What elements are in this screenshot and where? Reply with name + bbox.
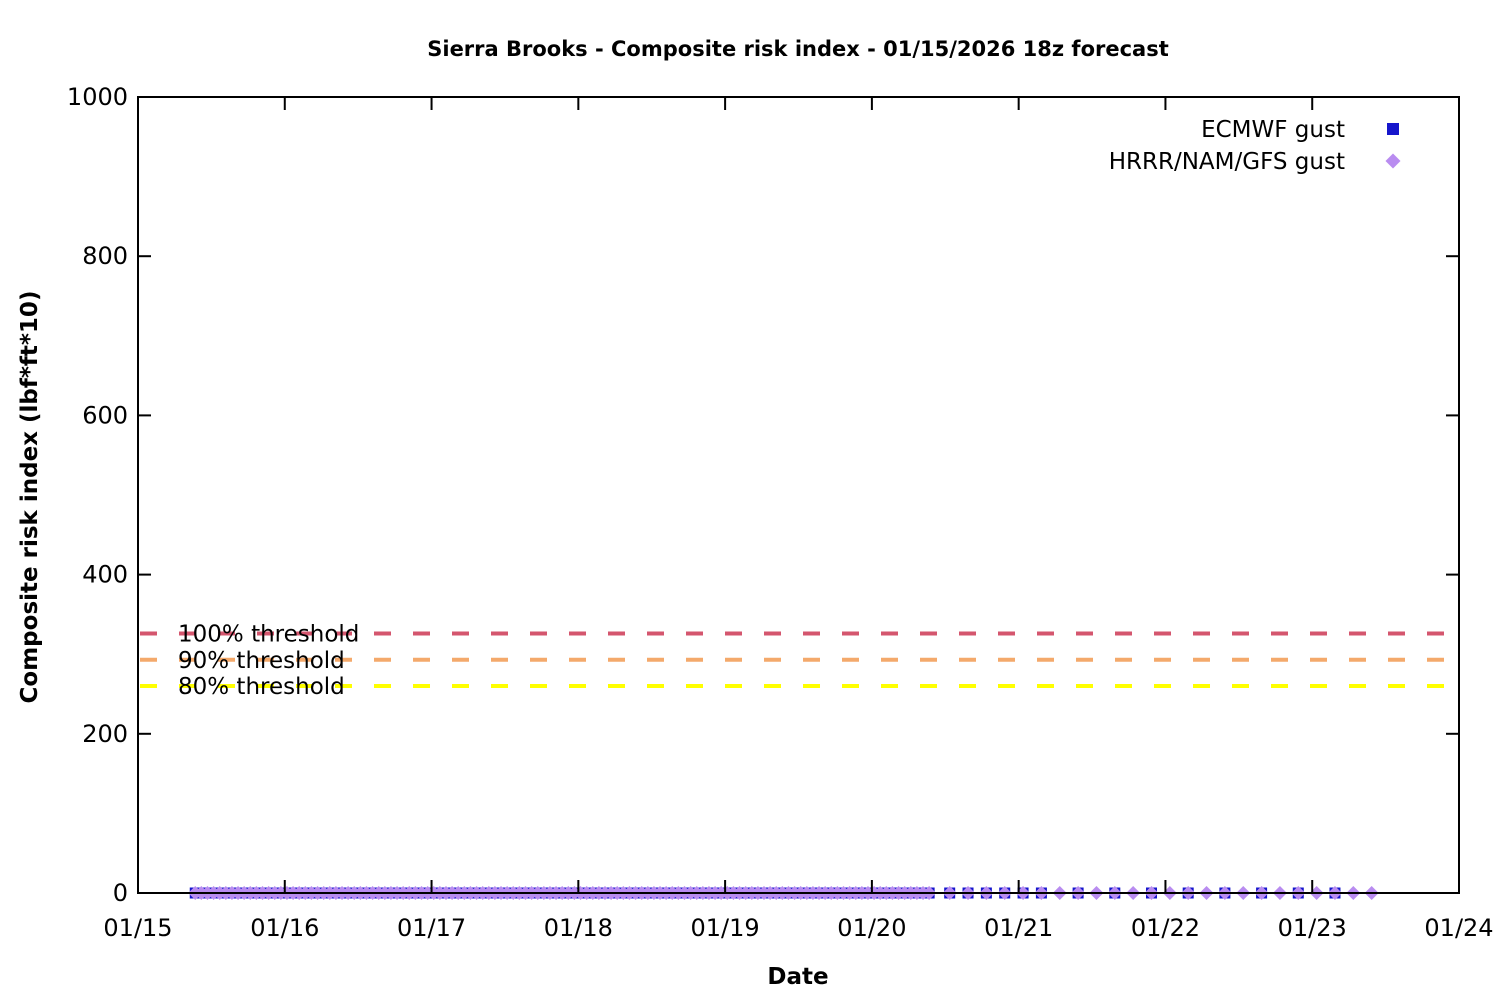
y-tick-label: 1000 — [67, 83, 128, 111]
legend-label-ecmwf: ECMWF gust — [1201, 117, 1345, 143]
x-tick-label: 01/20 — [837, 914, 906, 942]
y-tick-label: 200 — [82, 720, 128, 748]
y-tick-label: 0 — [113, 879, 128, 907]
legend-marker-diamond — [1385, 153, 1401, 169]
x-tick-label: 01/18 — [544, 914, 613, 942]
legend-label-hrrr-nam-gfs: HRRR/NAM/GFS gust — [1109, 149, 1345, 175]
y-tick-label: 800 — [82, 242, 128, 270]
x-tick-label: 01/24 — [1424, 914, 1493, 942]
x-axis-label: Date — [767, 964, 829, 990]
x-tick-label: 01/15 — [103, 914, 172, 942]
x-tick-label: 01/19 — [691, 914, 760, 942]
threshold-label-100: 100% threshold — [178, 622, 359, 648]
y-tick-label: 400 — [82, 561, 128, 589]
x-tick-label: 01/22 — [1131, 914, 1200, 942]
x-tick-label: 01/23 — [1278, 914, 1347, 942]
x-tick-label: 01/16 — [250, 914, 319, 942]
x-tick-label: 01/21 — [984, 914, 1053, 942]
x-tick-label: 01/17 — [397, 914, 466, 942]
legend-marker-square — [1387, 123, 1399, 135]
threshold-label-90: 90% threshold — [178, 648, 345, 674]
threshold-label-80: 80% threshold — [178, 674, 345, 700]
y-tick-label: 600 — [82, 401, 128, 429]
plot-border — [137, 96, 1460, 894]
chart-title: Sierra Brooks - Composite risk index - 0… — [427, 37, 1169, 61]
